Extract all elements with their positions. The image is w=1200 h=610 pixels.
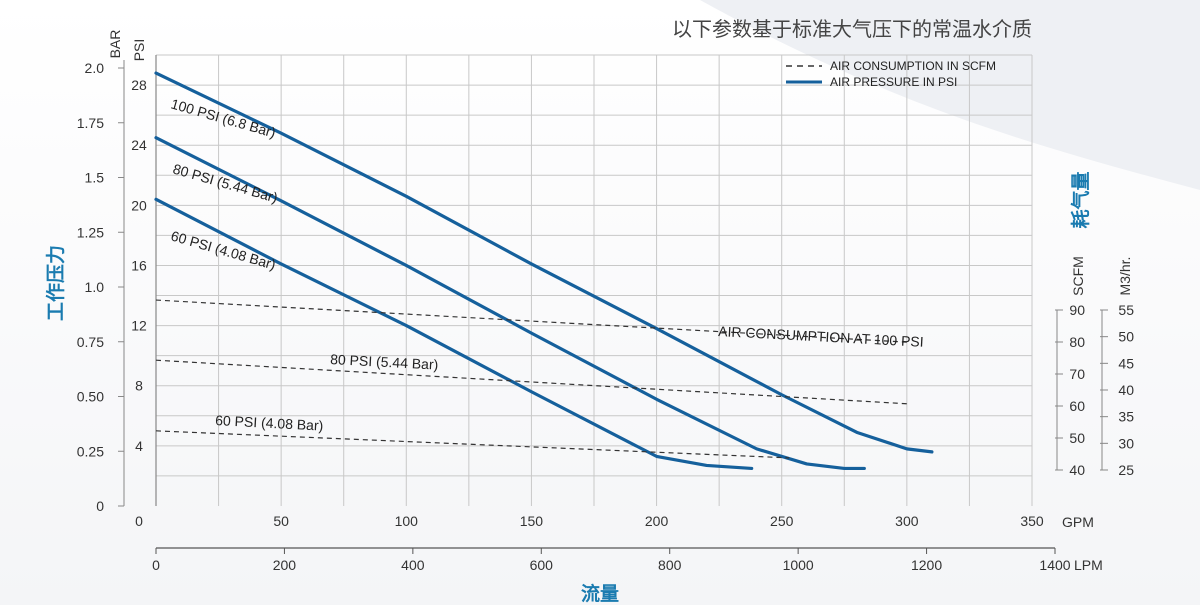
psi-tick-label: 4 <box>135 438 143 454</box>
m3-tick-label: 25 <box>1118 462 1134 478</box>
m3-unit-label: M3/hr. <box>1117 257 1133 296</box>
lpm-tick-label: 1400 <box>1039 557 1070 573</box>
bar-tick-label: 0 <box>96 498 104 514</box>
gpm-tick-label: 100 <box>395 513 419 529</box>
bar-tick-label: 0.50 <box>77 389 104 405</box>
pressure-curve <box>154 71 934 454</box>
scfm-tick-label: 50 <box>1069 430 1085 446</box>
lpm-unit-label: LPM <box>1074 557 1103 573</box>
lpm-tick-label: 800 <box>658 557 682 573</box>
bar-tick-label: 0.25 <box>77 443 104 459</box>
scfm-tick-label: 40 <box>1069 462 1085 478</box>
psi-tick-label: 16 <box>131 257 147 273</box>
m3-tick-label: 35 <box>1118 409 1134 425</box>
lpm-tick-label: 1000 <box>783 557 814 573</box>
gpm-tick-label: 300 <box>895 513 919 529</box>
gpm-unit-label: GPM <box>1062 514 1094 530</box>
series-layer <box>154 71 934 471</box>
scfm-tick-label: 70 <box>1069 366 1085 382</box>
bar-tick-label: 1.75 <box>77 115 104 131</box>
bar-tick-label: 1.5 <box>85 170 105 186</box>
pressure-curve <box>154 136 866 471</box>
scfm-tick-label: 60 <box>1069 398 1085 414</box>
scfm-unit-label: SCFM <box>1070 256 1086 296</box>
consumption-curve <box>155 430 790 459</box>
lpm-tick-label: 200 <box>273 557 297 573</box>
legend: AIR CONSUMPTION IN SCFM AIR PRESSURE IN … <box>786 59 996 89</box>
gpm-tick-label: 250 <box>770 513 794 529</box>
series-label: 80 PSI (5.44 Bar) <box>171 161 279 206</box>
lpm-tick-label: 600 <box>530 557 554 573</box>
scfm-tick-label: 80 <box>1069 334 1085 350</box>
y-axis-title: 工作压力 <box>44 245 67 321</box>
psi-tick-label: 28 <box>131 77 147 93</box>
lpm-tick-label: 1200 <box>911 557 942 573</box>
m3-tick-label: 55 <box>1118 302 1134 318</box>
background-swoosh <box>700 0 1200 190</box>
pressure-curve <box>154 197 754 471</box>
series-label: 100 PSI (6.8 Bar) <box>169 96 277 141</box>
m3-tick-label: 50 <box>1118 329 1134 345</box>
series-label: 80 PSI (5.44 Bar) <box>330 351 439 373</box>
gpm-tick-label: 200 <box>645 513 669 529</box>
m3-tick-label: 40 <box>1118 382 1134 398</box>
series-label: AIR CONSUMPTION AT 100 PSI <box>718 323 924 350</box>
bar-tick-label: 1.25 <box>77 224 104 240</box>
psi-tick-label: 24 <box>131 137 147 153</box>
bar-unit-label: BAR <box>107 30 123 59</box>
bar-tick-label: 0.75 <box>77 334 104 350</box>
bar-tick-label: 2.0 <box>85 60 105 76</box>
legend-pressure-label: AIR PRESSURE IN PSI <box>830 75 957 89</box>
gpm-tick-label: 150 <box>520 513 544 529</box>
chart-title: 以下参数基于标准大气压下的常温水介质 <box>672 18 1032 41</box>
psi-unit-label: PSI <box>131 39 147 62</box>
scfm-tick-label: 90 <box>1069 302 1085 318</box>
bar-tick-label: 1.0 <box>85 279 105 295</box>
gpm-tick-label: 50 <box>273 513 289 529</box>
psi-tick-label: 20 <box>131 197 147 213</box>
series-label: 60 PSI (4.08 Bar) <box>215 412 324 434</box>
x-axis-title: 流量 <box>581 582 619 605</box>
lpm-tick-label: 0 <box>152 557 160 573</box>
right-axis-title: 耗气量 <box>1069 171 1092 228</box>
tick-labels: 2.0 1.75 1.5 1.25 1.0 0.75 0.50 0.25 0 28 24 20 16 12… <box>77 60 1134 573</box>
m3-tick-label: 45 <box>1118 355 1134 371</box>
gpm-tick-label: 350 <box>1020 513 1044 529</box>
psi-tick-label: 8 <box>135 378 143 394</box>
psi-tick-label: 12 <box>131 318 147 334</box>
legend-consumption-label: AIR CONSUMPTION IN SCFM <box>830 59 996 73</box>
grid <box>156 54 1033 506</box>
psi-tick-label: 0 <box>135 513 143 529</box>
m3-tick-label: 30 <box>1118 435 1134 451</box>
lpm-tick-label: 400 <box>401 557 425 573</box>
